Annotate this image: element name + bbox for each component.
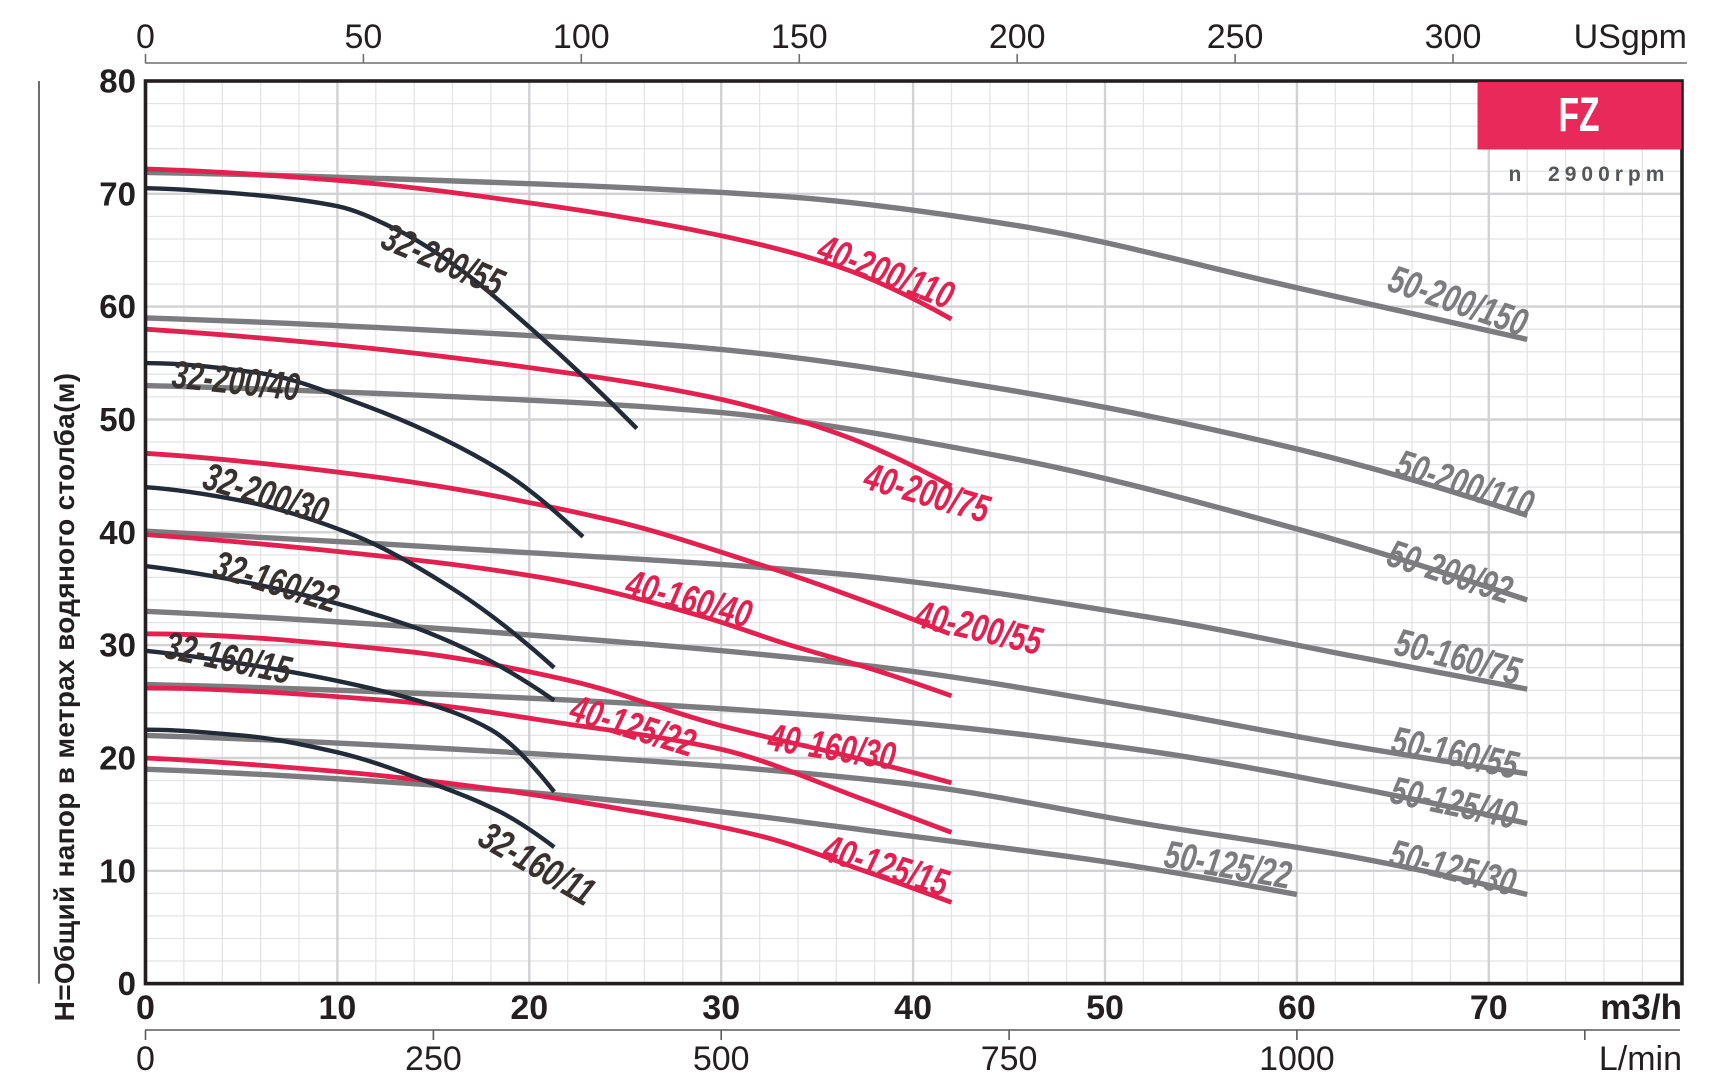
svg-text:70: 70 bbox=[1470, 989, 1508, 1027]
svg-text:m3/h: m3/h bbox=[1600, 988, 1682, 1027]
svg-text:150: 150 bbox=[771, 18, 828, 56]
svg-text:10: 10 bbox=[99, 852, 136, 889]
svg-text:60: 60 bbox=[99, 288, 136, 325]
svg-text:30: 30 bbox=[702, 989, 740, 1027]
svg-text:0: 0 bbox=[136, 1040, 155, 1078]
svg-text:40: 40 bbox=[99, 514, 136, 551]
svg-text:50: 50 bbox=[1086, 989, 1124, 1027]
svg-text:750: 750 bbox=[981, 1040, 1038, 1078]
svg-text:n 2900rpm: n 2900rpm bbox=[1509, 163, 1670, 186]
svg-text:50: 50 bbox=[344, 18, 382, 56]
svg-text:USgpm: USgpm bbox=[1574, 18, 1687, 56]
svg-text:40: 40 bbox=[894, 989, 932, 1027]
svg-text:50: 50 bbox=[99, 401, 136, 438]
svg-text:80: 80 bbox=[99, 63, 136, 100]
svg-text:10: 10 bbox=[318, 989, 356, 1027]
svg-text:20: 20 bbox=[510, 989, 548, 1027]
svg-text:30: 30 bbox=[99, 627, 136, 664]
svg-text:250: 250 bbox=[405, 1040, 462, 1078]
svg-text:500: 500 bbox=[693, 1040, 750, 1078]
svg-text:H=Общий напор в метрах водяног: H=Общий напор в метрах водяного столба(м… bbox=[49, 373, 80, 1022]
svg-text:100: 100 bbox=[553, 18, 610, 56]
svg-text:300: 300 bbox=[1425, 18, 1482, 56]
svg-text:70: 70 bbox=[99, 175, 136, 212]
svg-text:0: 0 bbox=[136, 989, 155, 1027]
svg-text:FZ: FZ bbox=[1558, 87, 1599, 141]
svg-text:250: 250 bbox=[1207, 18, 1264, 56]
svg-text:200: 200 bbox=[989, 18, 1046, 56]
svg-text:0: 0 bbox=[118, 965, 136, 1002]
svg-text:1000: 1000 bbox=[1259, 1040, 1335, 1078]
svg-text:L/min: L/min bbox=[1599, 1040, 1682, 1078]
svg-text:20: 20 bbox=[99, 740, 136, 777]
svg-text:60: 60 bbox=[1278, 989, 1316, 1027]
svg-text:0: 0 bbox=[136, 18, 155, 56]
